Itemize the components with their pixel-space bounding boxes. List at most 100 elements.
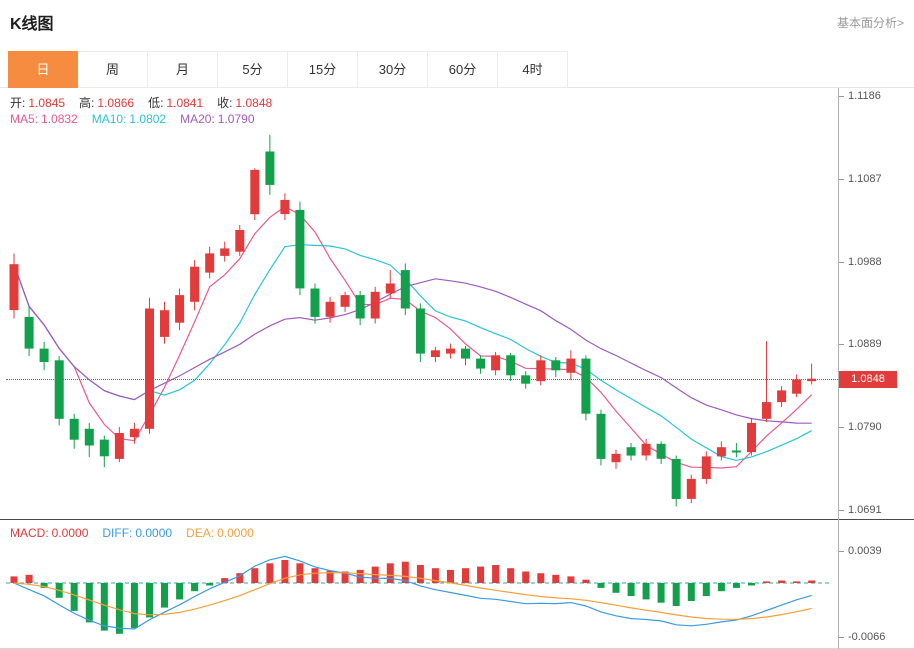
macd-bar xyxy=(431,568,439,583)
macd-bar xyxy=(447,569,454,583)
candle-body xyxy=(9,264,19,311)
candle-body xyxy=(777,390,787,403)
macd-bar xyxy=(206,583,214,586)
macd-bar xyxy=(537,573,545,583)
tab-interval-1[interactable]: 周 xyxy=(78,51,148,88)
tab-interval-3[interactable]: 5分 xyxy=(218,51,288,88)
macd-bar xyxy=(808,580,816,583)
candle-body xyxy=(235,230,245,252)
macd-bar xyxy=(748,583,755,586)
candle-body xyxy=(400,270,410,309)
main-chart-panel: 开: 1.0845 高: 1.0866 低: 1.0841 收: 1.0848 MA5: 1.0… xyxy=(0,88,838,519)
macd-bar xyxy=(642,583,650,600)
candle-body xyxy=(280,199,290,215)
macd-bar xyxy=(597,583,605,588)
legend-item: 开: 1.0845 xyxy=(10,96,66,110)
macd-panel: MACD: 0.0000 DIFF: 0.0000 DEA: 0.0000 xyxy=(0,520,838,648)
ohlc-legend: 开: 1.0845 高: 1.0866 低: 1.0841 收: 1.0848 xyxy=(10,94,286,111)
candle-body xyxy=(626,447,636,456)
candle-body xyxy=(611,453,621,463)
candle-body xyxy=(355,295,365,319)
legend-item: 收: 1.0848 xyxy=(217,96,273,110)
last-price-line xyxy=(6,378,838,380)
macd-bar xyxy=(115,583,123,634)
tab-interval-4[interactable]: 15分 xyxy=(288,51,358,88)
y-axis-label: 1.0691 xyxy=(839,503,882,516)
macd-bar xyxy=(612,583,620,593)
candle-body xyxy=(114,433,124,459)
candle-body xyxy=(671,458,681,499)
macd-bar xyxy=(567,576,575,583)
macd-bar xyxy=(717,583,725,592)
macd-bar xyxy=(191,583,199,592)
ma-line-5 xyxy=(13,205,813,469)
diff-line xyxy=(13,555,812,630)
candle-body xyxy=(716,447,726,457)
tab-interval-5[interactable]: 30分 xyxy=(358,51,428,88)
candlestick-chart[interactable] xyxy=(0,88,838,519)
candle-body xyxy=(370,291,380,319)
candle-body xyxy=(762,402,771,419)
interval-tabbar: 日周月 5分 15分 30分 60分 4时 xyxy=(0,44,914,88)
dea-line xyxy=(13,572,812,620)
candle-body xyxy=(385,283,395,294)
macd-bar xyxy=(130,583,138,629)
candle-body xyxy=(656,443,666,459)
macd-bar xyxy=(627,583,635,597)
y-axis-label: 1.1087 xyxy=(839,173,882,185)
macd-bar xyxy=(582,579,590,583)
macd-bar xyxy=(477,566,485,583)
y-axis-label: 1.0988 xyxy=(839,255,882,268)
candle-body xyxy=(566,358,576,373)
macd-bar xyxy=(251,568,259,583)
macd-bar xyxy=(522,571,530,583)
macd-bar xyxy=(386,563,394,583)
candle-body xyxy=(145,308,154,429)
fundamental-analysis-link[interactable]: 基本面分析> xyxy=(836,15,904,30)
candle-body xyxy=(24,316,34,349)
ma-legend: MA5: 1.0832 MA10: 1.0802 MA20: 1.0790 xyxy=(10,112,269,126)
macd-bar xyxy=(492,565,500,583)
candle-body xyxy=(129,428,139,438)
candle-body xyxy=(506,355,516,376)
tab-interval-0[interactable]: 日 xyxy=(8,51,78,88)
candle-body xyxy=(295,209,305,289)
legend-item: 低: 1.0841 xyxy=(148,96,204,110)
macd-bar xyxy=(266,563,274,583)
panel-divider xyxy=(0,519,914,520)
page-header: K线图 基本面分析> xyxy=(0,0,914,44)
macd-bar xyxy=(70,583,78,611)
macd-bar xyxy=(100,583,108,631)
macd-bar xyxy=(281,560,289,583)
candle-body xyxy=(641,443,651,456)
candle-body xyxy=(476,358,486,369)
tab-interval-2[interactable]: 月 xyxy=(148,51,218,88)
macd-legend: MACD: 0.0000 DIFF: 0.0000 DEA: 0.0000 xyxy=(10,526,268,540)
macd-bar xyxy=(778,580,786,583)
tab-interval-7[interactable]: 4时 xyxy=(498,51,568,88)
macd-bar xyxy=(85,583,93,623)
tab-interval-6[interactable]: 60分 xyxy=(428,51,498,88)
candle-body xyxy=(175,295,185,323)
candle-body xyxy=(325,301,335,317)
candle-body xyxy=(205,253,215,273)
price-axis: 1.0848 1.1186 1.1087 1.0988 1.0889 1.0790 1.0… xyxy=(838,88,914,649)
legend-item: DIFF: 0.0000 xyxy=(102,526,173,540)
legend-item: MACD: 0.0000 xyxy=(10,526,89,540)
legend-item: MA5: 1.0832 xyxy=(10,112,78,126)
candle-body xyxy=(747,422,756,453)
macd-bar xyxy=(462,568,469,583)
candle-body xyxy=(190,266,200,302)
macd-bar xyxy=(356,569,364,583)
macd-bar xyxy=(146,583,153,618)
macd-chart[interactable] xyxy=(0,520,838,648)
macd-bar xyxy=(311,568,319,583)
candle-body xyxy=(265,151,275,185)
macd-bar xyxy=(236,573,244,583)
macd-bar xyxy=(657,583,665,603)
candle-body xyxy=(310,288,320,317)
candle-body xyxy=(581,358,591,414)
chart-zone: 开: 1.0845 高: 1.0866 低: 1.0841 收: 1.0848 MA5: 1.0… xyxy=(0,88,914,649)
macd-bar xyxy=(176,583,184,600)
